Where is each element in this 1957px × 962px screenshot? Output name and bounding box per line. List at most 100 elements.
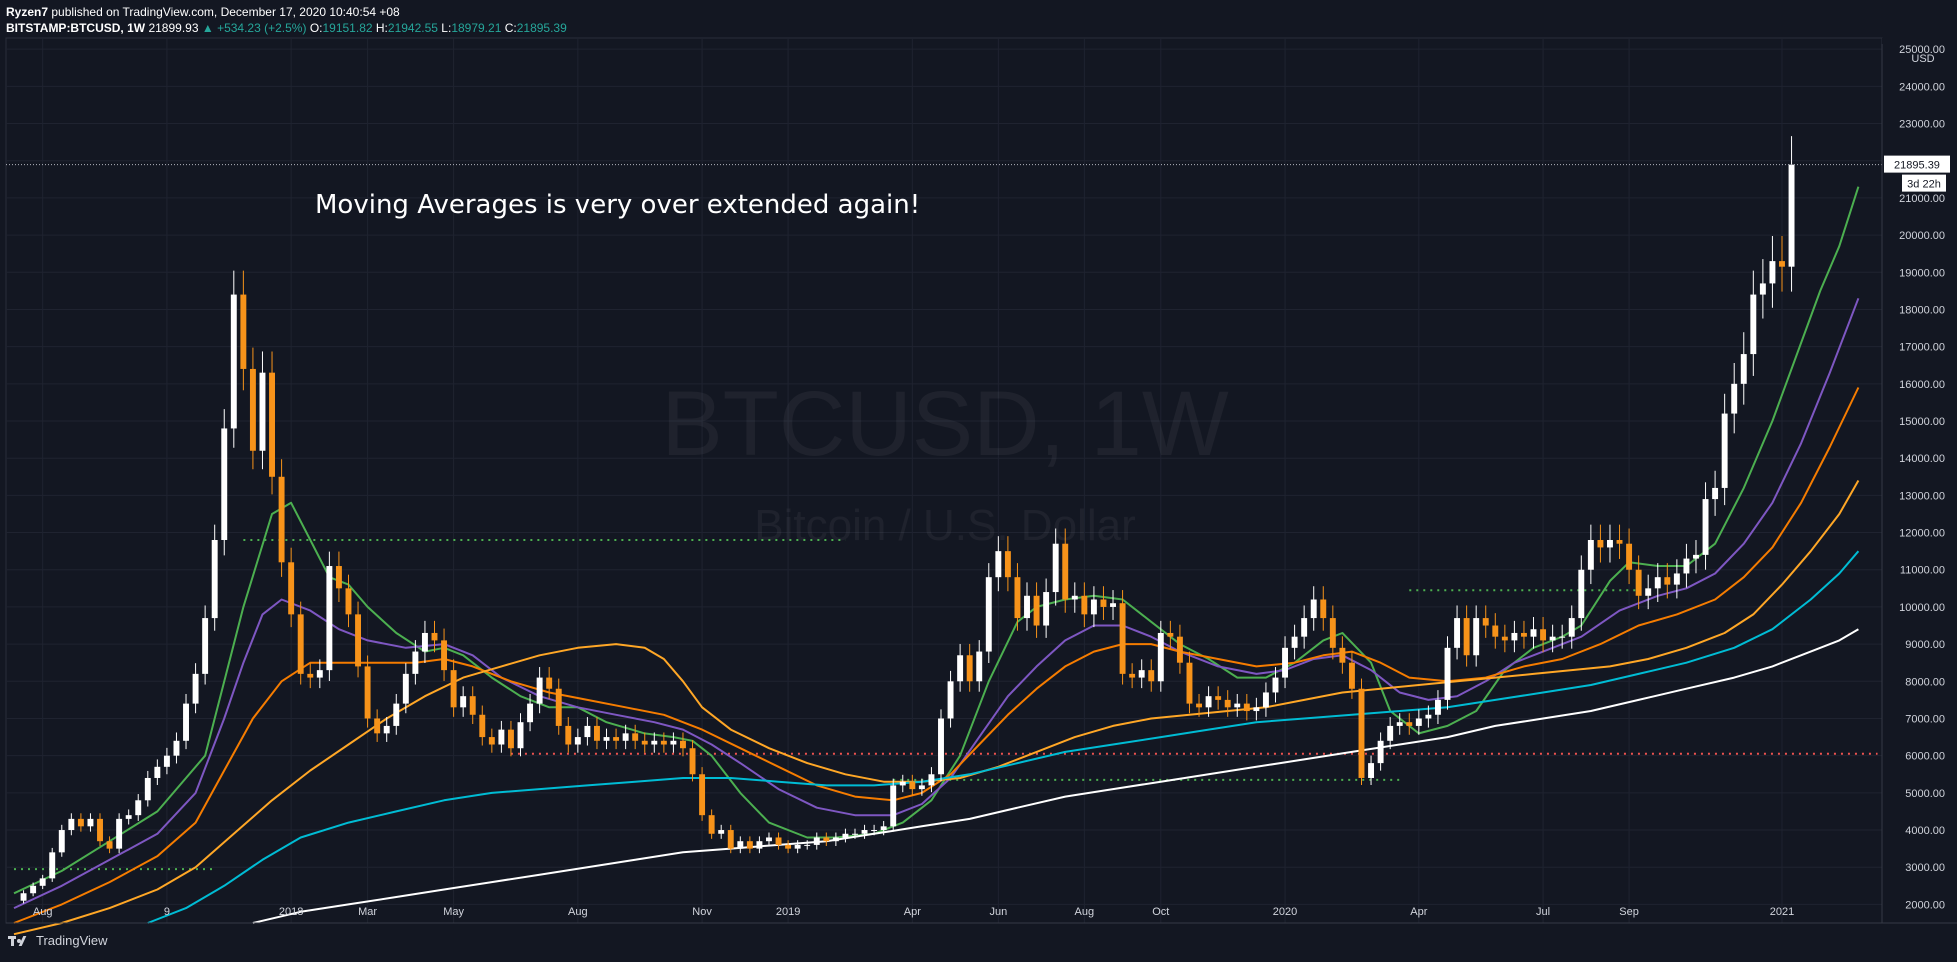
candles xyxy=(20,136,1795,904)
time-tick-label: Jun xyxy=(989,906,1007,918)
candle-down xyxy=(613,737,620,741)
candle-up xyxy=(718,830,725,834)
candle-up xyxy=(1282,647,1289,678)
candle-up xyxy=(832,837,839,842)
price-tick-label: 17000.00 xyxy=(1899,342,1945,354)
candle-up xyxy=(49,852,56,879)
price-tick-label: 6000.00 xyxy=(1905,751,1945,763)
price-tick-label: 23000.00 xyxy=(1899,119,1945,131)
candle-up xyxy=(163,755,170,767)
candle-down xyxy=(288,562,295,615)
candle-up xyxy=(1262,692,1269,708)
annotation-text[interactable]: Moving Averages is very over extended ag… xyxy=(315,190,920,220)
candle-down xyxy=(632,733,639,741)
candle-up xyxy=(39,878,46,886)
candle-down xyxy=(1635,569,1642,596)
candle-up xyxy=(1138,670,1145,678)
low-label: L: xyxy=(441,21,452,35)
candle-down xyxy=(546,677,553,689)
candle-up xyxy=(1769,261,1776,284)
price-tick-label: 15000.00 xyxy=(1899,416,1945,428)
footer: TradingView xyxy=(8,933,108,948)
candle-down xyxy=(97,818,103,842)
high-label: H: xyxy=(375,21,388,35)
candle-up xyxy=(1110,603,1116,607)
time-tick-label: Aug xyxy=(33,906,53,918)
candle-up xyxy=(1473,618,1480,656)
candle-down xyxy=(1167,632,1174,637)
candle-up xyxy=(1253,707,1260,712)
candle-down xyxy=(249,368,256,451)
price-tick-label: 12000.00 xyxy=(1899,528,1945,540)
candle-down xyxy=(966,655,973,682)
price-axis[interactable]: 2000.00 3000.00 4000.00 5000.00 6000.00 7000.… xyxy=(1899,44,1945,911)
chart-header: Ryzen7 published on TradingView.com, Dec… xyxy=(6,4,567,36)
candle-up xyxy=(1702,499,1709,555)
candle-up xyxy=(766,837,772,842)
candle-up xyxy=(756,841,763,849)
candle-down xyxy=(1148,670,1155,682)
time-tick-label: 2019 xyxy=(776,906,800,918)
candle-down xyxy=(507,729,514,749)
candle-up xyxy=(938,718,944,775)
candle-down xyxy=(1339,647,1346,663)
tradingview-logo-icon[interactable] xyxy=(8,934,30,948)
candle-down xyxy=(450,670,457,708)
price-tick-label: 3000.00 xyxy=(1905,862,1945,874)
grid xyxy=(5,37,1883,924)
candle-up xyxy=(183,703,189,741)
candle-up xyxy=(58,830,65,853)
candle-down xyxy=(1129,673,1136,678)
time-axis[interactable]: Aug 9 2018 Mar May Aug Nov 2019 Apr Jun Aug Oct 2020… xyxy=(33,906,1794,918)
candle-up xyxy=(1721,413,1728,488)
candle-down xyxy=(1215,696,1222,700)
moving-average-line xyxy=(13,387,1860,924)
candle-up xyxy=(192,673,199,704)
close-value: 21895.39 xyxy=(516,21,567,35)
candle-up xyxy=(899,781,906,786)
candle-down xyxy=(689,748,696,775)
candle-up xyxy=(316,670,323,678)
candle-up xyxy=(584,725,591,738)
candle-up xyxy=(211,539,218,619)
candle-down xyxy=(1492,625,1499,637)
candle-up xyxy=(421,632,428,652)
candle-up xyxy=(861,830,868,834)
candle-down xyxy=(1176,636,1183,663)
candle-down xyxy=(680,740,686,749)
candle-up xyxy=(1272,677,1279,693)
price-tick-label: 18000.00 xyxy=(1899,304,1945,316)
candle-down xyxy=(1224,699,1231,708)
candle-up xyxy=(1530,629,1537,637)
candle-up xyxy=(259,372,266,451)
candle-up xyxy=(498,729,505,745)
candle-up xyxy=(230,294,237,429)
candle-down xyxy=(1540,629,1547,641)
last-price-tag-text: 21895.39 xyxy=(1894,160,1940,172)
price-tick-label: 2000.00 xyxy=(1905,899,1945,911)
candle-up xyxy=(1205,696,1212,708)
tradingview-brand[interactable]: TradingView xyxy=(36,933,108,948)
low-value: 18979.21 xyxy=(451,21,502,35)
author-name[interactable]: Ryzen7 xyxy=(6,5,49,19)
candle-up xyxy=(1415,718,1422,726)
candle-down xyxy=(565,725,572,745)
candle-up xyxy=(1157,632,1164,682)
candle-up xyxy=(30,885,37,894)
candle-up xyxy=(622,733,629,741)
candle-down xyxy=(1062,543,1069,600)
time-tick-label: Aug xyxy=(1075,906,1095,918)
candle-down xyxy=(1626,543,1633,570)
candle-up xyxy=(852,833,858,835)
candle-up xyxy=(1759,283,1766,295)
publish-info: published on TradingView.com, December 1… xyxy=(51,5,400,19)
candle-down xyxy=(727,830,734,849)
candle-up xyxy=(1683,558,1690,574)
candle-up xyxy=(1434,699,1441,715)
candle-down xyxy=(1520,632,1527,637)
price-change: ▲ +534.23 (+2.5%) xyxy=(201,21,307,35)
candle-up xyxy=(1750,294,1757,355)
candle-up xyxy=(173,740,180,756)
candle-down xyxy=(641,740,648,745)
